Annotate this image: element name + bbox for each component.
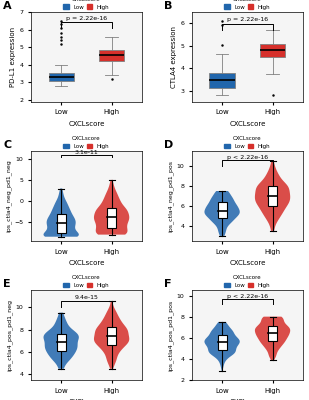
X-axis label: CXCLscore: CXCLscore xyxy=(229,399,265,400)
Text: A: A xyxy=(3,1,12,11)
PathPatch shape xyxy=(99,50,124,61)
Y-axis label: PD-L1 expression: PD-L1 expression xyxy=(11,27,16,87)
Text: p = 2.22e-16: p = 2.22e-16 xyxy=(66,16,107,21)
Y-axis label: ips_ctla4_neg_pd1_neg: ips_ctla4_neg_pd1_neg xyxy=(6,160,11,232)
Bar xyxy=(107,208,116,228)
Text: 3.1e-11: 3.1e-11 xyxy=(74,150,98,155)
Text: F: F xyxy=(164,280,171,290)
Y-axis label: CTLA4 expression: CTLA4 expression xyxy=(171,26,177,88)
PathPatch shape xyxy=(260,44,285,56)
Text: C: C xyxy=(3,140,11,150)
Text: E: E xyxy=(3,280,11,290)
Text: B: B xyxy=(164,1,172,11)
PathPatch shape xyxy=(210,73,235,88)
Bar xyxy=(57,214,66,233)
Bar xyxy=(218,335,226,350)
X-axis label: CXCLscore: CXCLscore xyxy=(68,121,104,127)
Y-axis label: ips_ctla4_pos_pd1_pos: ips_ctla4_pos_pd1_pos xyxy=(168,300,174,371)
Legend: Low, High: Low, High xyxy=(62,0,111,11)
X-axis label: CXCLscore: CXCLscore xyxy=(68,260,104,266)
Legend: Low, High: Low, High xyxy=(222,273,272,290)
X-axis label: CXCLscore: CXCLscore xyxy=(229,121,265,127)
Y-axis label: ips_ctla4_pos_pd1_neg: ips_ctla4_pos_pd1_neg xyxy=(7,299,13,371)
Legend: Low, High: Low, High xyxy=(62,134,111,150)
Text: p < 2.22e-16: p < 2.22e-16 xyxy=(227,294,268,299)
Legend: Low, High: Low, High xyxy=(222,0,272,11)
Bar xyxy=(268,186,277,206)
Text: p < 2.22e-16: p < 2.22e-16 xyxy=(227,155,268,160)
Legend: Low, High: Low, High xyxy=(62,273,111,290)
X-axis label: CXCLscore: CXCLscore xyxy=(68,399,104,400)
Y-axis label: ips_ctla4_neg_pd1_pos: ips_ctla4_neg_pd1_pos xyxy=(168,160,174,232)
Bar xyxy=(107,327,116,345)
X-axis label: CXCLscore: CXCLscore xyxy=(229,260,265,266)
Bar xyxy=(218,202,226,218)
Legend: Low, High: Low, High xyxy=(222,134,272,150)
Bar xyxy=(268,326,277,341)
Text: 9.4e-15: 9.4e-15 xyxy=(74,295,98,300)
Text: p = 2.22e-16: p = 2.22e-16 xyxy=(227,17,268,22)
PathPatch shape xyxy=(49,73,74,81)
Bar xyxy=(57,334,66,352)
Text: D: D xyxy=(164,140,173,150)
